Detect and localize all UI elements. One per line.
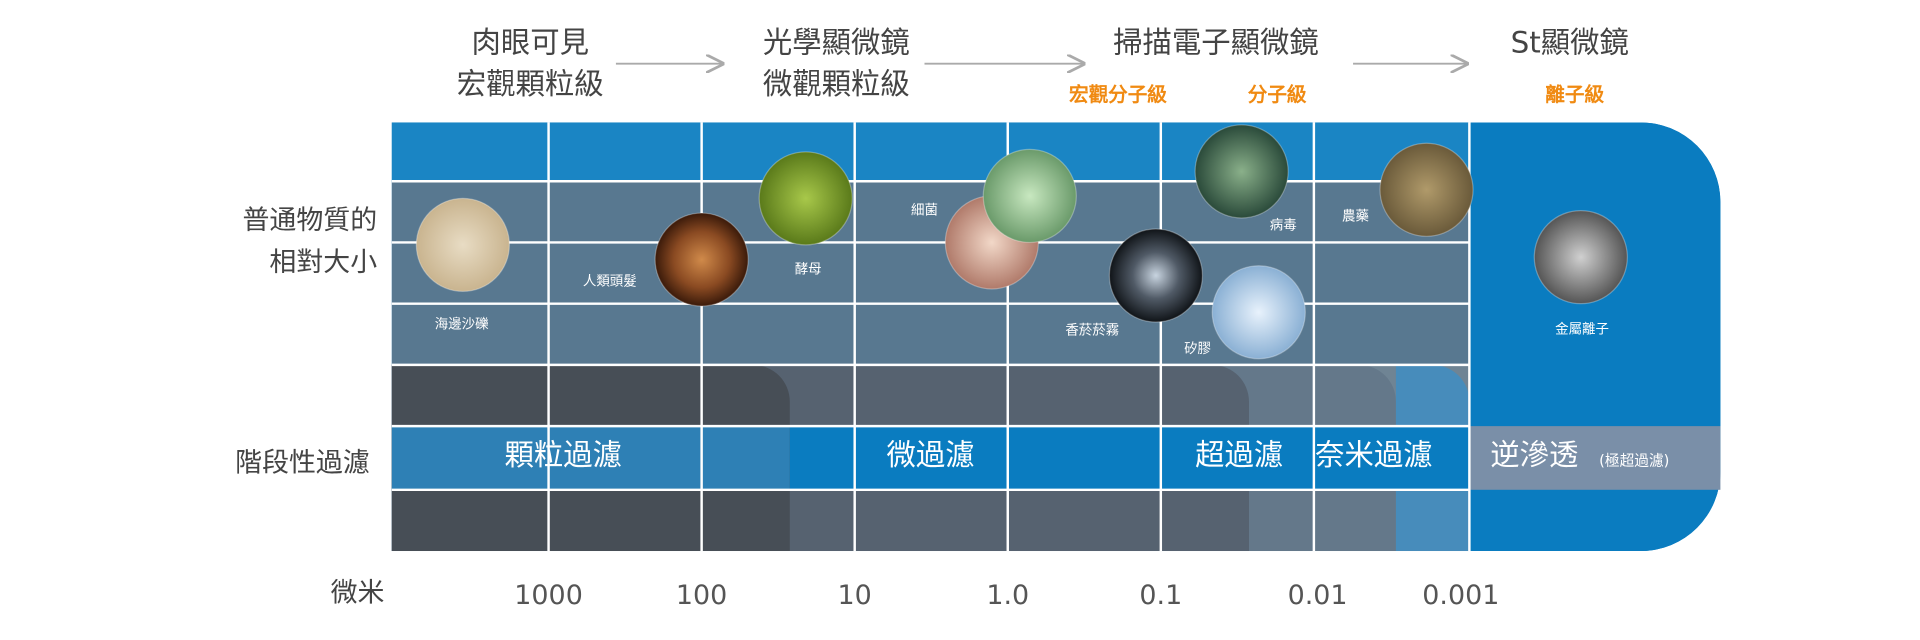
- stage-label: 微過濾: [887, 438, 975, 472]
- scale-label: 0.01: [1288, 580, 1348, 611]
- level-subtitle: 宏觀顆粒級: [457, 67, 604, 101]
- specimen-image: [654, 212, 749, 307]
- specimen-image: [1533, 209, 1628, 305]
- row-label: 階段性過濾: [235, 448, 370, 479]
- item-label: 人類頭髮: [583, 274, 637, 290]
- scale-label: 1000: [514, 580, 583, 611]
- scale-label: 10: [838, 580, 872, 611]
- level-sublabel: 宏觀分子級: [1069, 83, 1167, 106]
- scale-label: 100: [676, 580, 727, 611]
- item-label: 海邊沙礫: [435, 316, 489, 332]
- specimen-image: [758, 151, 853, 246]
- level-subtitle: 微觀顆粒級: [763, 67, 910, 101]
- stage-label: 逆滲透: [1490, 438, 1578, 472]
- filtration-stages: 顆粒過濾 微過濾 超過濾 奈米過濾 逆滲透 (極超過濾): [505, 438, 1670, 472]
- stage-note: (極超過濾): [1599, 453, 1669, 470]
- item-label: 矽膠: [1184, 341, 1211, 357]
- panel: [391, 122, 1721, 552]
- item-label: 金屬離子: [1555, 321, 1609, 337]
- specimen-image: [1379, 142, 1474, 237]
- level-sublabel: 離子級: [1545, 83, 1604, 106]
- item-label: 病毒: [1270, 217, 1297, 233]
- item-label: 香菸菸霧: [1065, 323, 1119, 339]
- unit-label: 微米: [331, 577, 385, 608]
- specimen-image: [415, 197, 511, 293]
- level-title: 光學顯微鏡: [763, 26, 910, 60]
- item-label: 酵母: [795, 261, 822, 277]
- stage-label: 奈米過濾: [1315, 438, 1433, 472]
- scale-label: 0.001: [1422, 580, 1499, 611]
- scale-label: 1.0: [986, 580, 1029, 611]
- level-title: 掃描電子顯微鏡: [1113, 26, 1319, 60]
- item-label: 細菌: [911, 203, 938, 219]
- stage-label: 顆粒過濾: [505, 438, 623, 472]
- row-label: 相對大小: [269, 247, 377, 278]
- stage-label: 超過濾: [1195, 438, 1283, 472]
- level-title: St顯微鏡: [1511, 26, 1629, 60]
- scale-label: 0.1: [1139, 580, 1182, 611]
- level-title: 肉眼可見: [471, 26, 589, 60]
- specimen-image: [1211, 265, 1306, 360]
- item-label: 農藥: [1342, 209, 1369, 225]
- specimen-image: [1108, 228, 1204, 323]
- row-label: 普通物質的: [243, 205, 378, 236]
- level-sublabel: 分子級: [1248, 83, 1307, 106]
- specimen-image: [1194, 124, 1289, 219]
- scale: 1000 100 10 1.0 0.1 0.01 0.001: [514, 580, 1499, 611]
- specimen-image: [982, 148, 1077, 244]
